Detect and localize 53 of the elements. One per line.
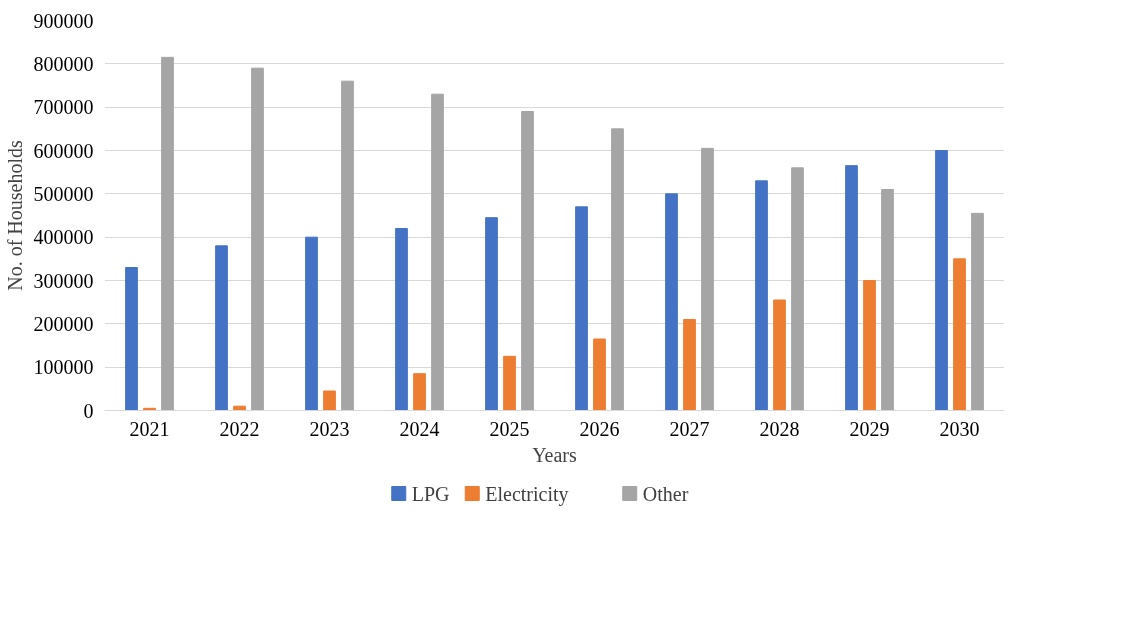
y-tick-label: 300000	[33, 269, 94, 292]
bar	[953, 258, 966, 411]
bar	[935, 150, 948, 411]
bar	[701, 147, 714, 411]
x-tick-label: 2028	[759, 417, 800, 440]
x-tick-label: 2024	[399, 417, 440, 440]
bar	[593, 338, 606, 411]
bar	[431, 93, 444, 411]
bar	[863, 280, 876, 411]
y-tick-label: 800000	[33, 52, 94, 75]
x-tick-label: 2026	[579, 417, 620, 440]
bar	[125, 267, 138, 411]
bar	[881, 189, 894, 411]
bar	[845, 165, 858, 411]
x-tick-label: 2027	[669, 417, 710, 440]
y-axis-title: No. of Households	[3, 140, 26, 291]
bar	[683, 319, 696, 411]
bar	[395, 228, 408, 411]
bar	[341, 80, 354, 411]
bar	[503, 355, 516, 411]
y-tick-label: 400000	[33, 226, 94, 249]
x-tick-label: 2023	[309, 417, 350, 440]
bar	[575, 206, 588, 411]
bar	[485, 217, 498, 411]
bar	[521, 111, 534, 411]
y-tick-label: 900000	[33, 9, 94, 32]
bar	[323, 390, 336, 411]
bar	[161, 56, 174, 411]
bar	[791, 167, 804, 411]
bar	[665, 193, 678, 411]
bar	[755, 180, 768, 411]
bar	[971, 212, 984, 411]
legend-label: LPG	[411, 482, 450, 505]
y-tick-label: 600000	[33, 139, 94, 162]
bar	[773, 299, 786, 411]
bar	[305, 236, 318, 411]
y-tick-label: 100000	[33, 356, 94, 379]
x-tick-label: 2025	[489, 417, 530, 440]
x-tick-label: 2021	[129, 417, 170, 440]
bar	[215, 245, 228, 411]
legend-label: Electricity	[485, 482, 569, 506]
bar	[251, 67, 264, 411]
legend-label: Other	[642, 482, 689, 505]
bar	[611, 128, 624, 411]
bar	[413, 373, 426, 411]
y-tick-label: 500000	[33, 182, 94, 205]
x-tick-label: 2030	[939, 417, 980, 440]
y-tick-label: 200000	[33, 312, 94, 335]
x-tick-label: 2022	[219, 417, 260, 440]
y-tick-label: 0	[83, 399, 94, 422]
x-axis-title: Years	[532, 443, 578, 466]
y-tick-label: 700000	[33, 96, 94, 119]
x-tick-label: 2029	[849, 417, 890, 440]
